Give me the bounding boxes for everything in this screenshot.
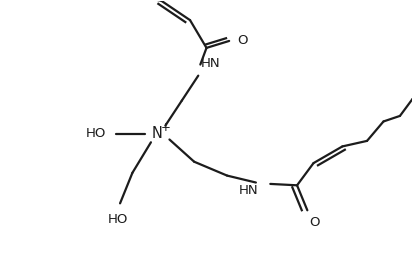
Text: HO: HO [85,128,106,140]
Text: HN: HN [200,57,220,70]
Text: HO: HO [108,213,128,226]
Text: +: + [161,121,171,134]
Text: N: N [152,126,163,141]
Text: O: O [309,216,320,229]
Text: O: O [237,34,248,47]
Text: HN: HN [238,184,258,197]
